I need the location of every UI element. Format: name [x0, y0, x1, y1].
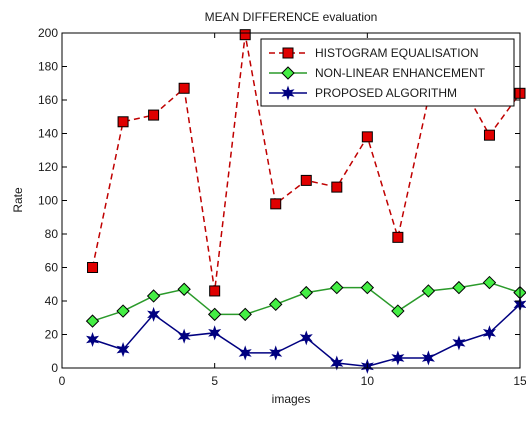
y-tick-label: 180	[38, 60, 58, 74]
data-point	[87, 262, 99, 273]
legend-entry-label: HISTOGRAM EQUALISATION	[315, 46, 479, 60]
data-point	[330, 355, 344, 371]
data-point	[239, 29, 251, 41]
data-point	[391, 304, 405, 318]
tick-layer: 0 20 40 60 80 100 120 140 160 180 200 0 5 10 15	[38, 26, 526, 388]
x-tick-label: 0	[59, 374, 66, 388]
data-point	[361, 131, 373, 143]
data-point	[208, 325, 222, 341]
data-point	[238, 345, 252, 361]
x-tick-label: 15	[513, 374, 526, 388]
legend-marker	[281, 66, 295, 80]
y-tick-label: 60	[45, 261, 59, 275]
y-tick-label: 120	[38, 160, 58, 174]
y-tick-label: 40	[45, 294, 59, 308]
data-point	[238, 307, 252, 322]
data-point	[177, 282, 191, 296]
data-point	[421, 350, 435, 366]
data-point	[178, 82, 190, 94]
data-point	[392, 231, 404, 243]
legend-entry-label: PROPOSED ALGORITHM	[315, 86, 457, 100]
legend-entry-label: NON-LINEAR ENHANCEMENT	[315, 66, 486, 80]
data-point	[452, 335, 466, 351]
data-point	[300, 174, 312, 186]
x-tick-label: 5	[211, 374, 218, 388]
data-point	[209, 285, 221, 297]
data-point	[331, 181, 343, 193]
y-axis-label: Rate	[11, 187, 25, 213]
legend: HISTOGRAM EQUALISATION NON-LINEAR ENHANCE…	[260, 38, 515, 107]
data-point	[482, 275, 497, 290]
data-point	[86, 331, 100, 348]
data-point	[207, 307, 222, 322]
y-tick-label: 80	[45, 227, 59, 241]
data-point	[116, 342, 130, 358]
data-point	[483, 129, 495, 141]
data-point	[146, 289, 161, 303]
data-point	[85, 314, 100, 328]
data-point	[482, 325, 496, 341]
y-tick-label: 200	[38, 26, 58, 40]
legend-marker	[281, 85, 295, 101]
x-axis-label: images	[272, 392, 311, 406]
y-tick-label: 20	[45, 328, 59, 342]
data-point	[421, 284, 436, 298]
data-point	[269, 297, 283, 312]
data-point	[269, 345, 283, 361]
data-point	[177, 328, 191, 344]
data-point	[299, 330, 313, 346]
data-point	[270, 198, 282, 210]
data-point	[116, 304, 130, 318]
legend-marker	[282, 47, 294, 59]
y-tick-label: 160	[38, 93, 58, 107]
chart-title: MEAN DIFFERENCE evaluation	[205, 10, 378, 24]
data-point	[299, 285, 313, 300]
data-point	[391, 350, 405, 366]
data-point	[452, 280, 466, 295]
data-point	[360, 280, 375, 295]
y-tick-label: 0	[51, 361, 58, 375]
data-point	[148, 109, 160, 121]
y-tick-label: 140	[38, 127, 58, 141]
series-2	[85, 275, 526, 328]
y-tick-label: 100	[38, 194, 58, 208]
x-tick-label: 10	[361, 374, 375, 388]
series-3	[86, 296, 526, 374]
data-point	[117, 116, 129, 128]
data-point	[330, 280, 344, 295]
data-point	[147, 306, 161, 322]
